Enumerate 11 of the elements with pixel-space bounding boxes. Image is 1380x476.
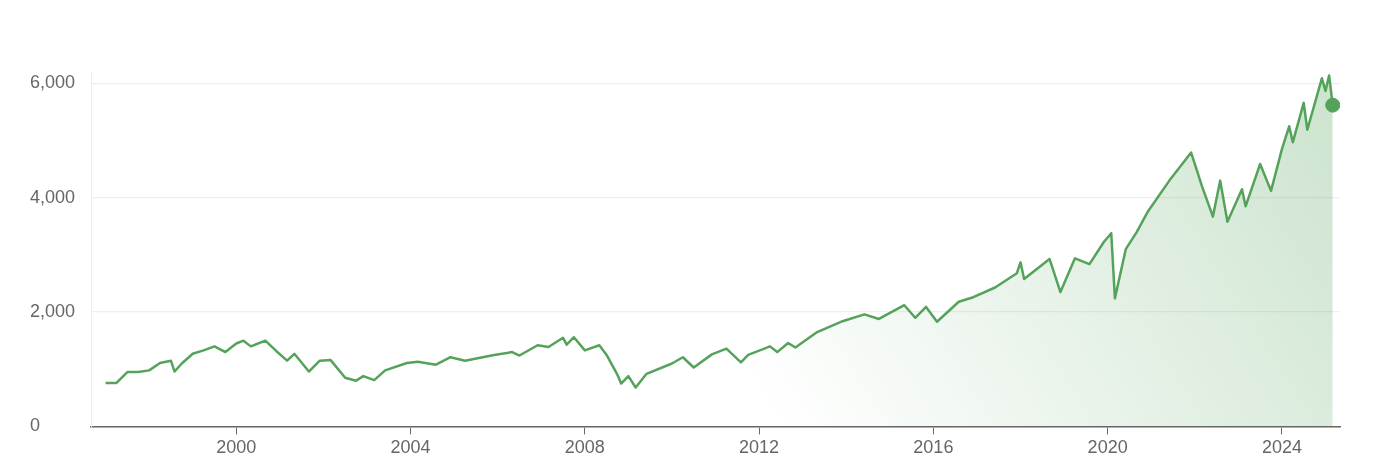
y-tick-label: 4,000 (30, 186, 76, 207)
y-tick-label: 0 (30, 415, 41, 436)
x-tick-label: 2016 (913, 437, 954, 458)
x-tick-label: 2008 (564, 437, 605, 458)
y-tick-label: 6,000 (30, 72, 76, 93)
y-tick-label: 2,000 (30, 301, 76, 322)
x-tick-label: 2000 (216, 437, 257, 458)
x-tick-label: 2020 (1087, 437, 1128, 458)
x-tick-label: 2024 (1261, 437, 1302, 458)
x-tick-label: 2012 (739, 437, 780, 458)
x-tick-label: 2004 (390, 437, 431, 458)
